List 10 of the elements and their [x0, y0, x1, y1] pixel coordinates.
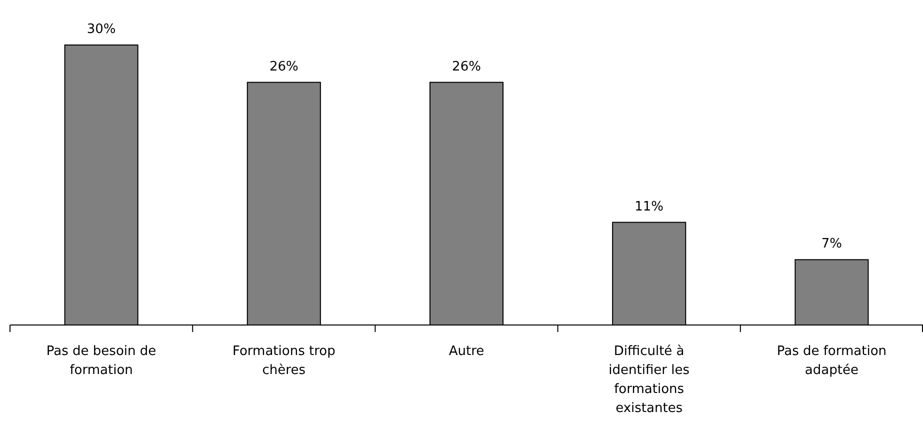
x-tick-label: Autre	[448, 344, 484, 359]
data-label: 30%	[86, 22, 116, 37]
data-label: 26%	[269, 59, 298, 74]
x-tick-label: Formations trop chères	[232, 344, 336, 378]
data-label: 7%	[821, 236, 842, 252]
x-tick-label: Pas de besoin de formation	[46, 344, 156, 378]
data-label: 26%	[452, 59, 481, 74]
data-label: 11%	[634, 199, 664, 214]
x-tick-label: Difficulté à identifier les formations existantes	[608, 344, 690, 416]
x-tick-label: Pas de formation adaptée	[776, 344, 887, 378]
